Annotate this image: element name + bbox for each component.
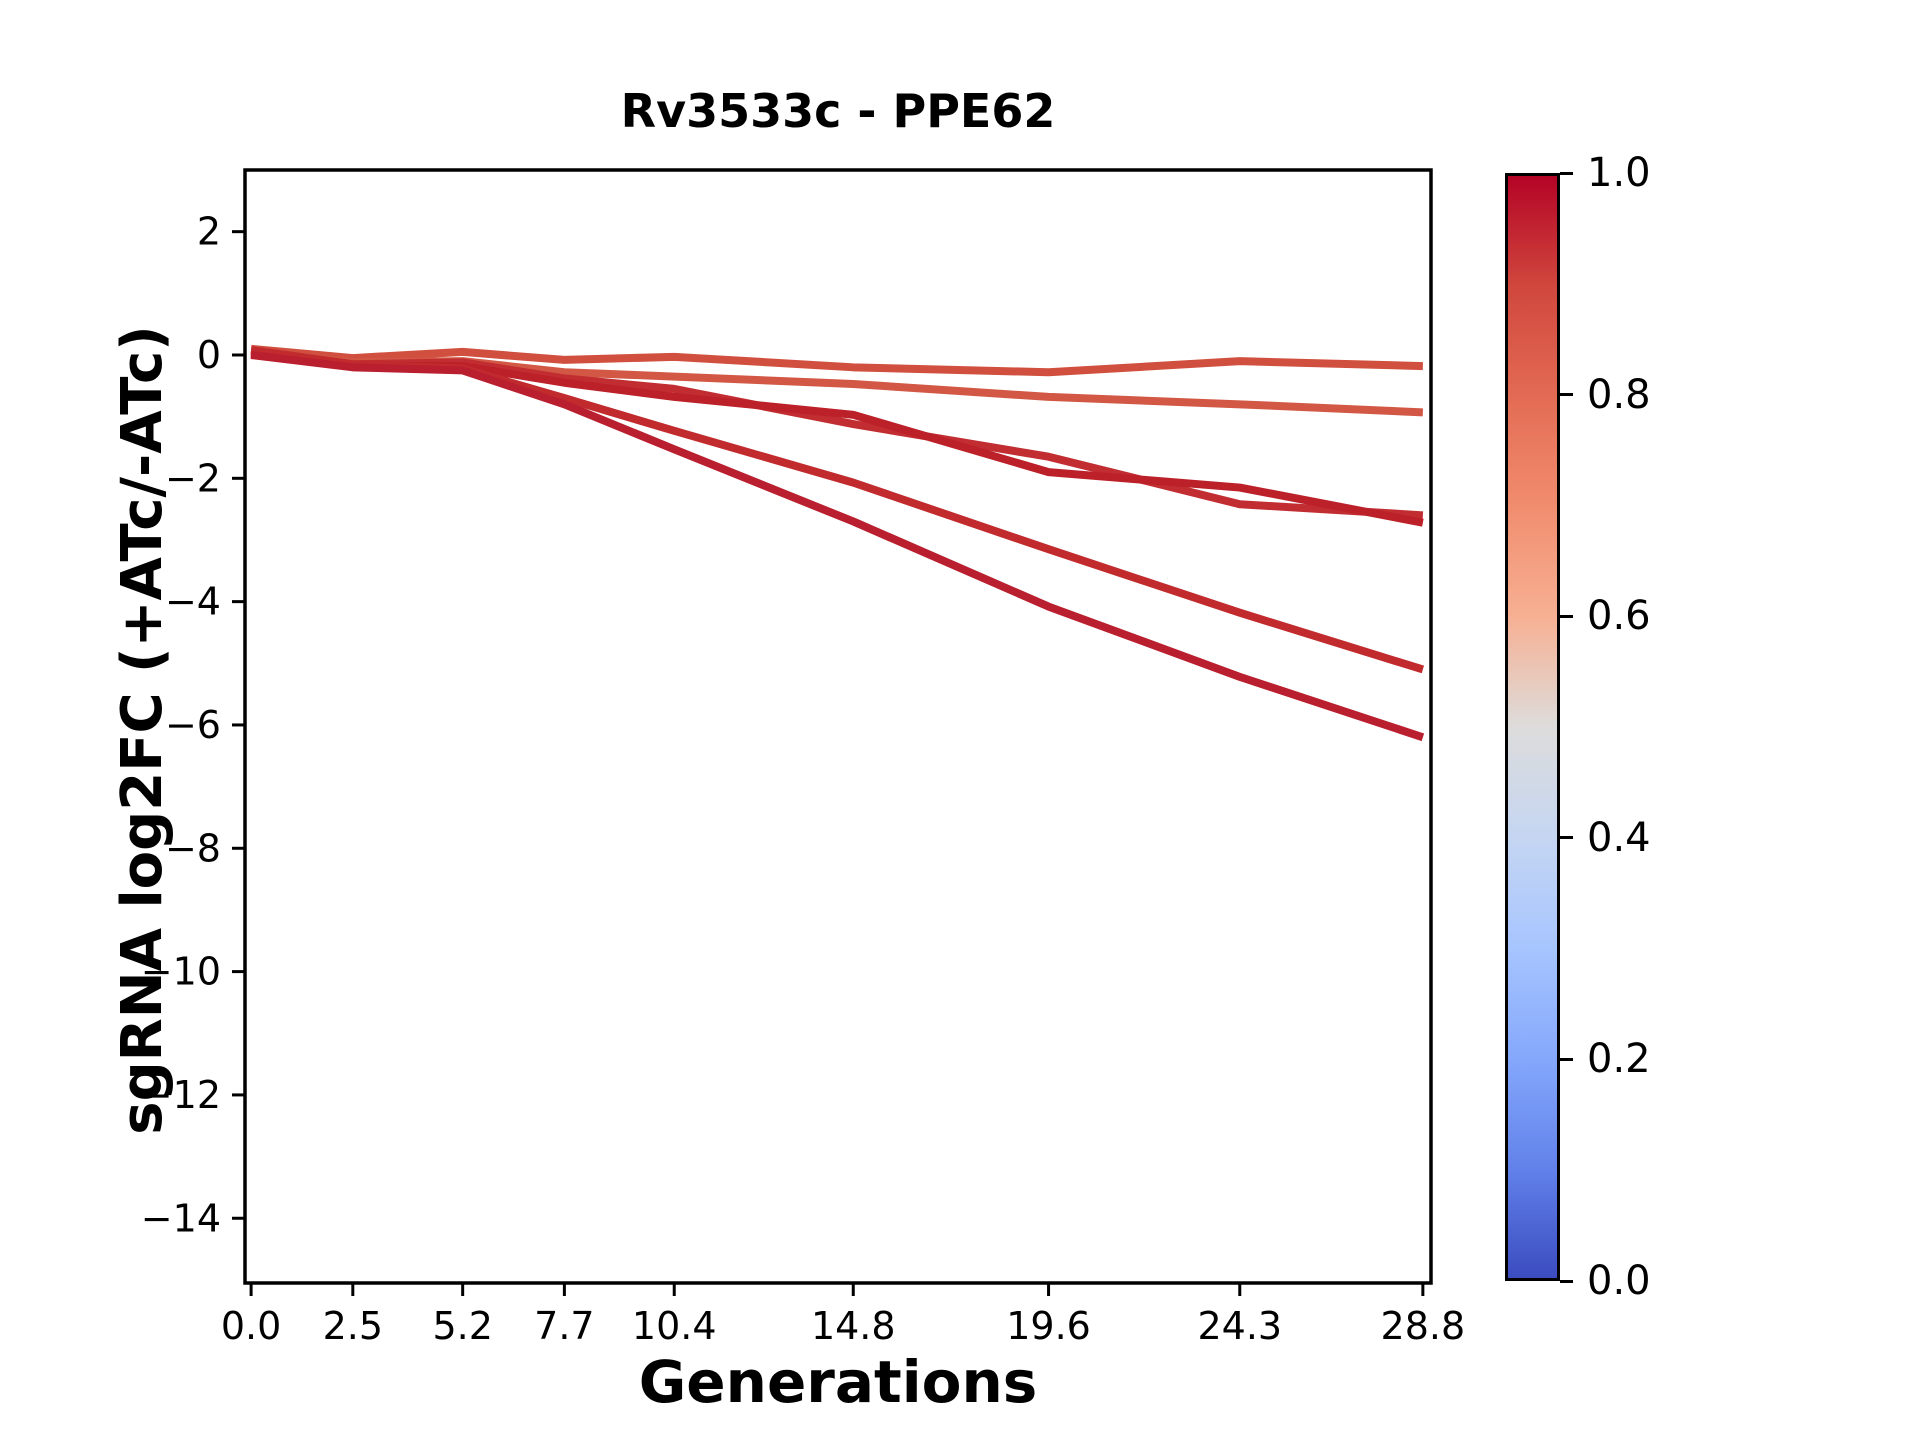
colorbar-tick-label: 0.2	[1587, 1036, 1651, 1083]
y-tick-label: −6	[165, 703, 221, 747]
x-tick-label: 24.3	[1197, 1304, 1282, 1348]
colorbar-tick	[1560, 1057, 1573, 1061]
axes-frame	[243, 168, 1433, 1285]
colorbar-gradient	[1505, 173, 1560, 1281]
y-tick-label: 0	[197, 333, 221, 377]
x-tick-label: 28.8	[1381, 1304, 1466, 1348]
series-line	[250, 349, 1424, 527]
series-line	[250, 351, 1425, 742]
colorbar-tick-label: 0.6	[1587, 593, 1651, 640]
x-tick-label: 10.4	[632, 1304, 717, 1348]
series-line	[250, 344, 1423, 377]
y-tick-label: 2	[197, 210, 221, 254]
colorbar-tick	[1560, 836, 1573, 840]
y-tick-label: −2	[165, 456, 221, 500]
colorbar-tick	[1560, 393, 1573, 397]
colorbar-tick	[1560, 1279, 1573, 1283]
y-tick-label: −8	[165, 826, 221, 870]
colorbar-tick	[1560, 614, 1573, 618]
chart-title: Rv3533c - PPE62	[620, 84, 1056, 138]
x-tick-label: 7.7	[534, 1304, 594, 1348]
colorbar-tick-label: 0.4	[1587, 814, 1651, 861]
y-tick-label: −12	[141, 1073, 221, 1117]
x-tick-label: 19.6	[1006, 1304, 1091, 1348]
series-line	[250, 347, 1425, 674]
y-tick-label: −10	[141, 950, 221, 994]
y-tick-label: −4	[165, 580, 221, 624]
y-tick-label: −14	[141, 1196, 221, 1240]
colorbar-tick-label: 0.8	[1587, 371, 1651, 418]
colorbar-tick	[1560, 171, 1573, 175]
colorbar: 1.0 0.8 0.6 0.4 0.2 0.0	[1505, 150, 1651, 1304]
y-axis-label: sgRNA log2FC (+ATc/-ATc)	[110, 325, 175, 1135]
x-tick-label: 14.8	[811, 1304, 896, 1348]
x-axis-label: Generations	[638, 1348, 1038, 1416]
colorbar-tick-label: 1.0	[1587, 150, 1651, 196]
x-tick-label: 2.5	[323, 1304, 383, 1348]
colorbar-tick-label: 0.0	[1587, 1258, 1651, 1304]
x-tick-label: 5.2	[432, 1304, 492, 1348]
x-tick-label: 0.0	[221, 1304, 281, 1348]
